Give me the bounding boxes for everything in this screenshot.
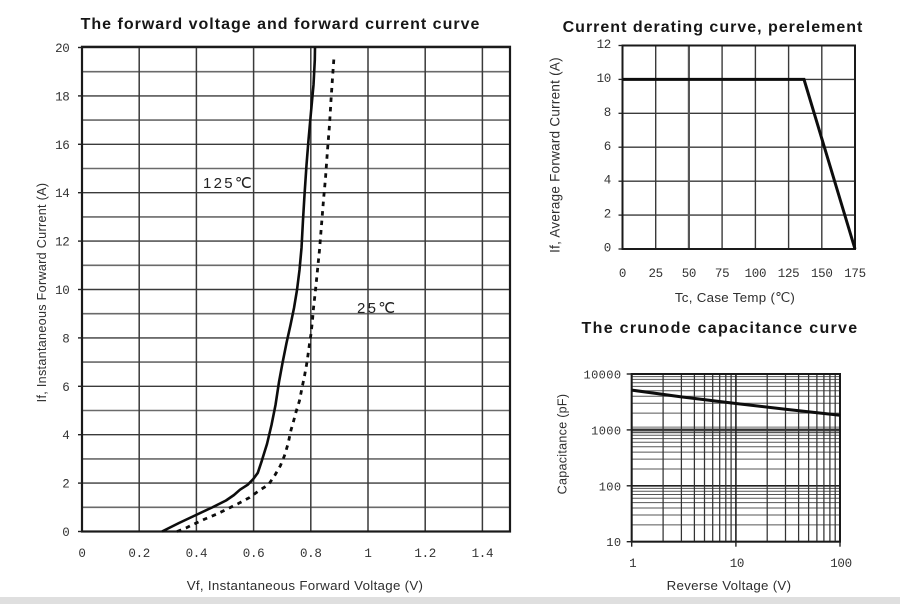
svg-text:100: 100 — [830, 557, 852, 571]
svg-text:1: 1 — [629, 557, 636, 571]
svg-text:4: 4 — [62, 429, 69, 443]
svg-text:0.8: 0.8 — [300, 547, 322, 561]
svg-text:12: 12 — [597, 38, 611, 52]
svg-text:6: 6 — [604, 140, 611, 154]
svg-text:2: 2 — [62, 478, 69, 492]
svg-text:0: 0 — [62, 526, 69, 540]
svg-text:8: 8 — [62, 332, 69, 346]
svg-text:0.2: 0.2 — [128, 547, 150, 561]
svg-text:4: 4 — [604, 174, 611, 188]
svg-text:Reverse Voltage (V): Reverse Voltage (V) — [667, 578, 792, 593]
svg-text:50: 50 — [682, 267, 696, 281]
svg-text:12: 12 — [55, 236, 69, 250]
svg-text:125℃: 125℃ — [203, 175, 254, 192]
svg-text:25℃: 25℃ — [357, 300, 397, 317]
svg-text:10: 10 — [597, 72, 611, 86]
svg-text:20: 20 — [55, 42, 69, 56]
svg-text:100: 100 — [599, 480, 622, 494]
svg-text:10: 10 — [55, 284, 69, 298]
svg-text:150: 150 — [811, 267, 833, 281]
svg-text:1.4: 1.4 — [472, 547, 494, 561]
svg-text:0: 0 — [604, 242, 611, 256]
svg-text:75: 75 — [715, 267, 729, 281]
svg-text:1.2: 1.2 — [414, 547, 436, 561]
svg-text:0.4: 0.4 — [186, 547, 208, 561]
svg-text:Tc, Case Temp (℃): Tc, Case Temp (℃) — [675, 290, 795, 305]
svg-text:2: 2 — [604, 208, 611, 222]
svg-text:10: 10 — [730, 557, 744, 571]
svg-text:0.6: 0.6 — [243, 547, 265, 561]
svg-text:Current derating curve, perele: Current derating curve, perelement — [563, 19, 864, 36]
svg-text:0: 0 — [619, 267, 626, 281]
svg-text:16: 16 — [55, 139, 69, 153]
svg-text:The forward voltage and forwar: The forward voltage and forward current … — [81, 16, 481, 33]
svg-text:1000: 1000 — [591, 424, 621, 438]
svg-text:0: 0 — [78, 547, 85, 561]
svg-text:Vf, Instantaneous Forward Volt: Vf, Instantaneous Forward Voltage (V) — [187, 578, 424, 593]
svg-text:8: 8 — [604, 106, 611, 120]
svg-text:10000: 10000 — [583, 369, 621, 383]
svg-text:14: 14 — [55, 187, 69, 201]
svg-text:175: 175 — [844, 267, 866, 281]
svg-text:18: 18 — [55, 90, 69, 104]
svg-text:25: 25 — [648, 267, 662, 281]
svg-text:If, Average Forward Current (A: If, Average Forward Current (A) — [548, 57, 563, 253]
svg-text:Capacitance (pF): Capacitance (pF) — [556, 394, 570, 495]
svg-text:100: 100 — [745, 267, 767, 281]
svg-text:10: 10 — [606, 536, 621, 550]
svg-text:If, Instantaneous Forward Curr: If, Instantaneous Forward Current (A) — [35, 183, 49, 403]
svg-text:125: 125 — [778, 267, 800, 281]
svg-text:6: 6 — [62, 381, 69, 395]
svg-text:1: 1 — [364, 547, 371, 561]
svg-text:The crunode capacitance curve: The crunode capacitance curve — [582, 320, 859, 337]
